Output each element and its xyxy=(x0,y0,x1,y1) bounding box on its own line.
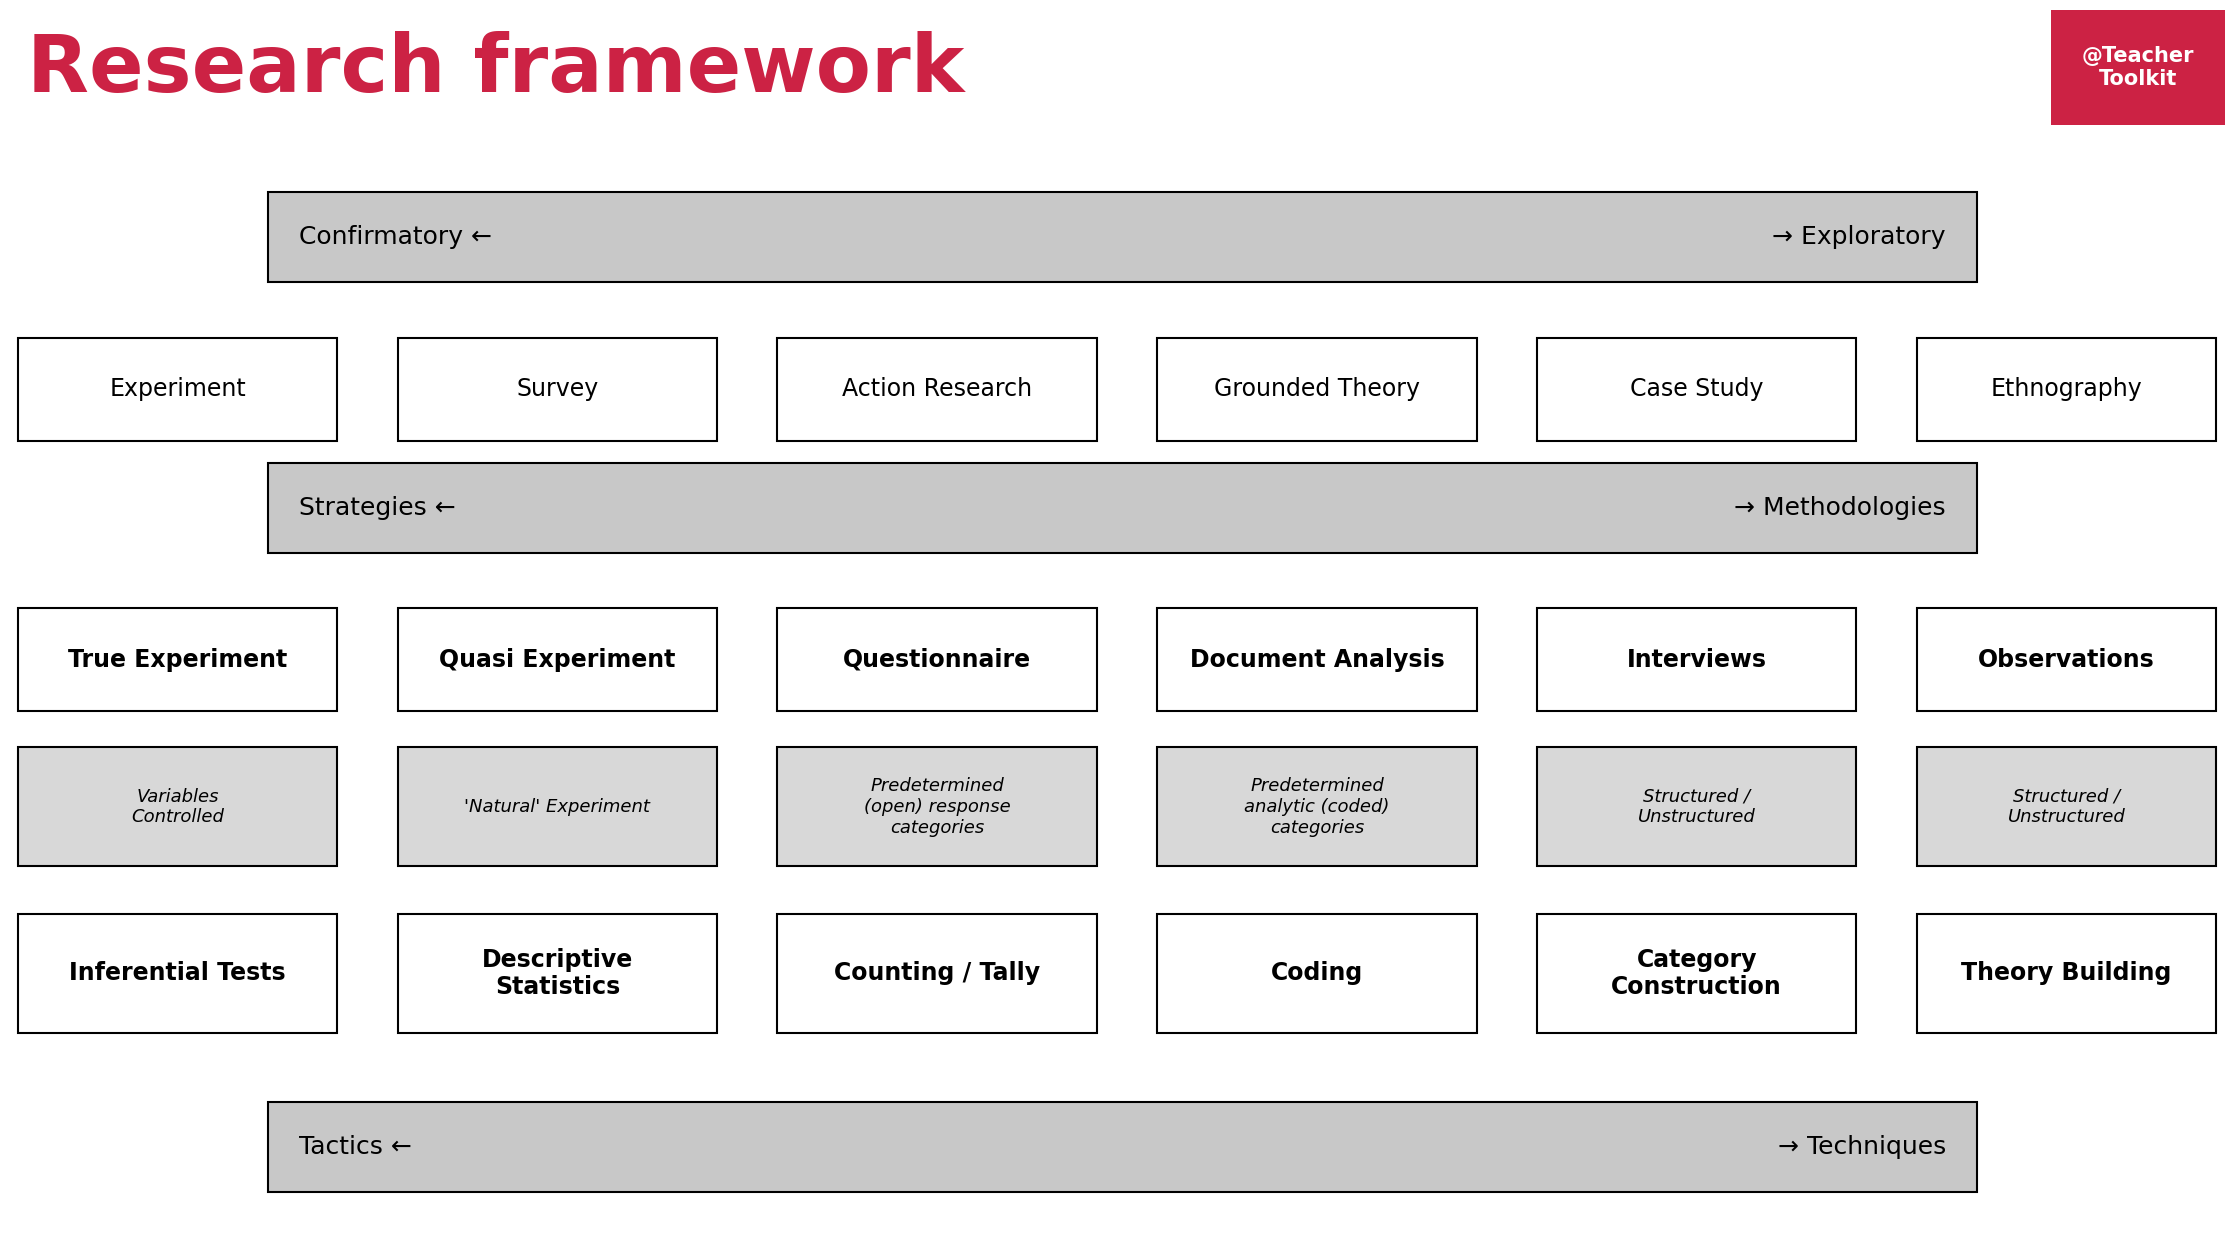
Text: Interviews: Interviews xyxy=(1626,647,1767,672)
FancyBboxPatch shape xyxy=(18,338,337,441)
Text: Experiment: Experiment xyxy=(109,377,246,402)
FancyBboxPatch shape xyxy=(18,608,337,711)
FancyBboxPatch shape xyxy=(1157,914,1477,1033)
Text: @Teacher
Toolkit: @Teacher Toolkit xyxy=(2082,46,2194,89)
Text: Variables
Controlled: Variables Controlled xyxy=(132,788,223,826)
Text: → Exploratory: → Exploratory xyxy=(1772,224,1946,249)
Text: Coding: Coding xyxy=(1271,962,1363,985)
FancyBboxPatch shape xyxy=(1537,747,1856,866)
Text: Research framework: Research framework xyxy=(27,31,965,109)
FancyBboxPatch shape xyxy=(268,192,1977,282)
Text: Grounded Theory: Grounded Theory xyxy=(1213,377,1421,402)
Text: Confirmatory ←: Confirmatory ← xyxy=(299,224,491,249)
FancyBboxPatch shape xyxy=(268,1102,1977,1192)
Text: Case Study: Case Study xyxy=(1631,377,1763,402)
Text: Structured /
Unstructured: Structured / Unstructured xyxy=(1638,788,1756,826)
FancyBboxPatch shape xyxy=(18,914,337,1033)
FancyBboxPatch shape xyxy=(18,747,337,866)
FancyBboxPatch shape xyxy=(777,914,1097,1033)
Text: Strategies ←: Strategies ← xyxy=(299,496,456,521)
FancyBboxPatch shape xyxy=(777,608,1097,711)
Text: Counting / Tally: Counting / Tally xyxy=(833,962,1041,985)
FancyBboxPatch shape xyxy=(2051,10,2225,125)
Text: Quasi Experiment: Quasi Experiment xyxy=(440,647,675,672)
Text: Theory Building: Theory Building xyxy=(1961,962,2171,985)
Text: Document Analysis: Document Analysis xyxy=(1188,647,1445,672)
Text: Structured /
Unstructured: Structured / Unstructured xyxy=(2008,788,2125,826)
FancyBboxPatch shape xyxy=(1917,338,2216,441)
Text: True Experiment: True Experiment xyxy=(67,647,288,672)
Text: Questionnaire: Questionnaire xyxy=(842,647,1032,672)
Text: Ethnography: Ethnography xyxy=(1990,377,2142,402)
Text: Survey: Survey xyxy=(516,377,599,402)
FancyBboxPatch shape xyxy=(398,914,717,1033)
FancyBboxPatch shape xyxy=(398,747,717,866)
FancyBboxPatch shape xyxy=(777,747,1097,866)
FancyBboxPatch shape xyxy=(1157,608,1477,711)
Text: → Methodologies: → Methodologies xyxy=(1734,496,1946,521)
FancyBboxPatch shape xyxy=(777,338,1097,441)
FancyBboxPatch shape xyxy=(1537,914,1856,1033)
FancyBboxPatch shape xyxy=(1917,914,2216,1033)
FancyBboxPatch shape xyxy=(1537,608,1856,711)
Text: → Techniques: → Techniques xyxy=(1778,1134,1946,1159)
FancyBboxPatch shape xyxy=(398,338,717,441)
FancyBboxPatch shape xyxy=(398,608,717,711)
Text: Inferential Tests: Inferential Tests xyxy=(69,962,286,985)
Text: Action Research: Action Research xyxy=(842,377,1032,402)
FancyBboxPatch shape xyxy=(1917,608,2216,711)
FancyBboxPatch shape xyxy=(1537,338,1856,441)
Text: Observations: Observations xyxy=(1977,647,2156,672)
FancyBboxPatch shape xyxy=(1157,747,1477,866)
FancyBboxPatch shape xyxy=(1917,747,2216,866)
FancyBboxPatch shape xyxy=(1157,338,1477,441)
Text: Tactics ←: Tactics ← xyxy=(299,1134,413,1159)
FancyBboxPatch shape xyxy=(268,463,1977,553)
Text: Descriptive
Statistics: Descriptive Statistics xyxy=(483,948,632,999)
Text: 'Natural' Experiment: 'Natural' Experiment xyxy=(465,798,650,816)
Text: Predetermined
(open) response
categories: Predetermined (open) response categories xyxy=(865,777,1010,836)
Text: Predetermined
analytic (coded)
categories: Predetermined analytic (coded) categorie… xyxy=(1244,777,1390,836)
Text: Category
Construction: Category Construction xyxy=(1611,948,1783,999)
